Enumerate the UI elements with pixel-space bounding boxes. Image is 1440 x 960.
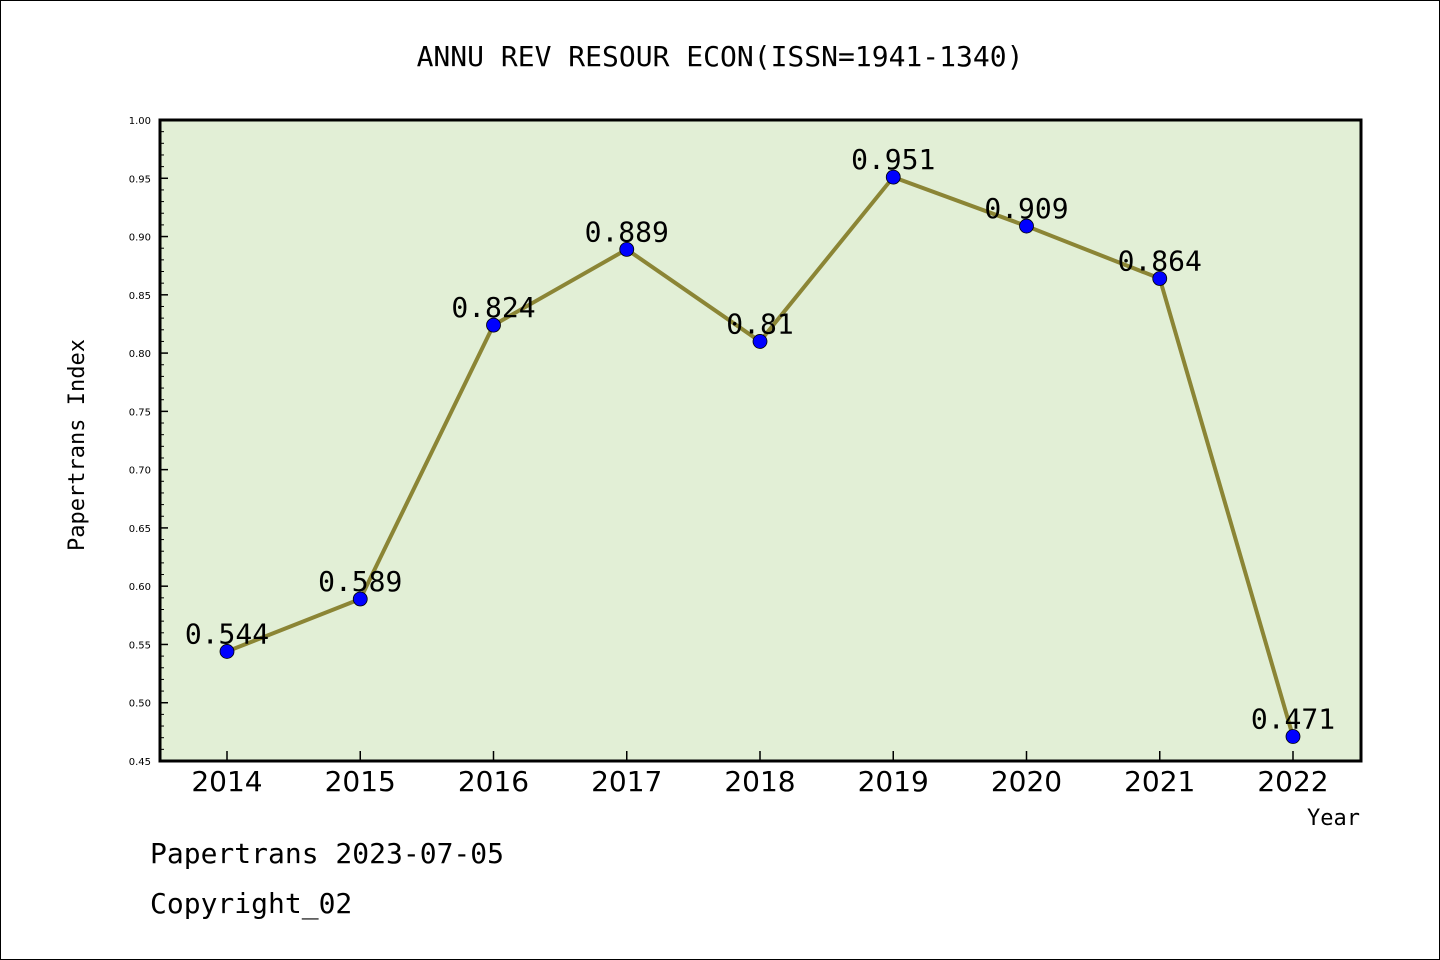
data-labels: 0.544 0.589 0.824 0.889 0.81 0.951 0.909 0.864 0… xyxy=(185,143,1335,735)
plot-border xyxy=(158,118,1363,763)
data-label: 0.544 xyxy=(185,617,269,650)
footer-date: Papertrans 2023-07-05 xyxy=(150,837,504,870)
data-label: 0.909 xyxy=(984,192,1068,225)
data-label: 0.471 xyxy=(1251,703,1335,736)
line-segment xyxy=(225,597,363,654)
y-tick-label: 0.50 xyxy=(129,699,151,710)
line-segment xyxy=(891,175,1029,229)
y-tick-label: 0.85 xyxy=(129,291,151,302)
data-point xyxy=(352,591,368,607)
x-axis-title: Year xyxy=(1307,806,1360,831)
data-point xyxy=(219,644,235,659)
plot-area xyxy=(160,120,1361,761)
y-tick-label: 0.75 xyxy=(129,407,151,418)
data-label: 0.81 xyxy=(726,307,793,340)
line-segment xyxy=(358,323,496,602)
y-tick-label: 0.70 xyxy=(129,466,151,477)
x-tick-label: 2014 xyxy=(191,765,262,798)
x-tick-label: 2015 xyxy=(325,765,396,798)
x-tick-label: 2019 xyxy=(858,765,929,798)
data-label: 0.889 xyxy=(585,215,669,248)
y-tick-label: 0.55 xyxy=(129,640,151,651)
line-segment xyxy=(1157,276,1295,739)
line-segment xyxy=(624,247,762,344)
data-point xyxy=(486,317,501,333)
data-point xyxy=(752,334,768,349)
data-point xyxy=(1152,271,1168,286)
y-tick-label: 0.65 xyxy=(129,524,151,535)
y-axis-title: Papertrans Index xyxy=(65,339,90,551)
line-segment xyxy=(758,175,896,344)
y-tick-label: 0.90 xyxy=(129,233,151,244)
data-label: 0.864 xyxy=(1118,245,1202,278)
x-axis: 2014 2015 2016 2017 2018 2019 2020 2021 2022 xyxy=(191,751,1329,798)
data-point xyxy=(1019,218,1034,234)
data-label: 0.589 xyxy=(318,565,402,598)
y-tick-label: 0.60 xyxy=(129,582,151,593)
y-tick-label: 0.95 xyxy=(129,174,151,185)
data-label: 0.824 xyxy=(451,291,535,324)
data-point xyxy=(885,169,901,185)
y-tick-label: 1.00 xyxy=(129,116,151,127)
data-label: 0.951 xyxy=(851,143,935,176)
x-tick-label: 2016 xyxy=(458,765,529,798)
series-line xyxy=(225,175,1295,739)
line-segment xyxy=(491,247,629,328)
x-tick-label: 2020 xyxy=(991,765,1062,798)
y-tick-label: 0.80 xyxy=(129,349,151,360)
x-tick-label: 2018 xyxy=(724,765,795,798)
series-markers xyxy=(219,169,1301,744)
x-tick-label: 2021 xyxy=(1124,765,1195,798)
line-segment xyxy=(1024,224,1162,281)
x-tick-label: 2022 xyxy=(1257,765,1328,798)
data-point xyxy=(1285,729,1301,744)
footer-copyright: Copyright_02 xyxy=(150,887,352,921)
chart-title: ANNU REV RESOUR ECON(ISSN=1941-1340) xyxy=(417,40,1024,73)
x-tick-label: 2017 xyxy=(591,765,662,798)
y-tick-label: 0.45 xyxy=(129,757,151,768)
data-point xyxy=(619,241,635,257)
